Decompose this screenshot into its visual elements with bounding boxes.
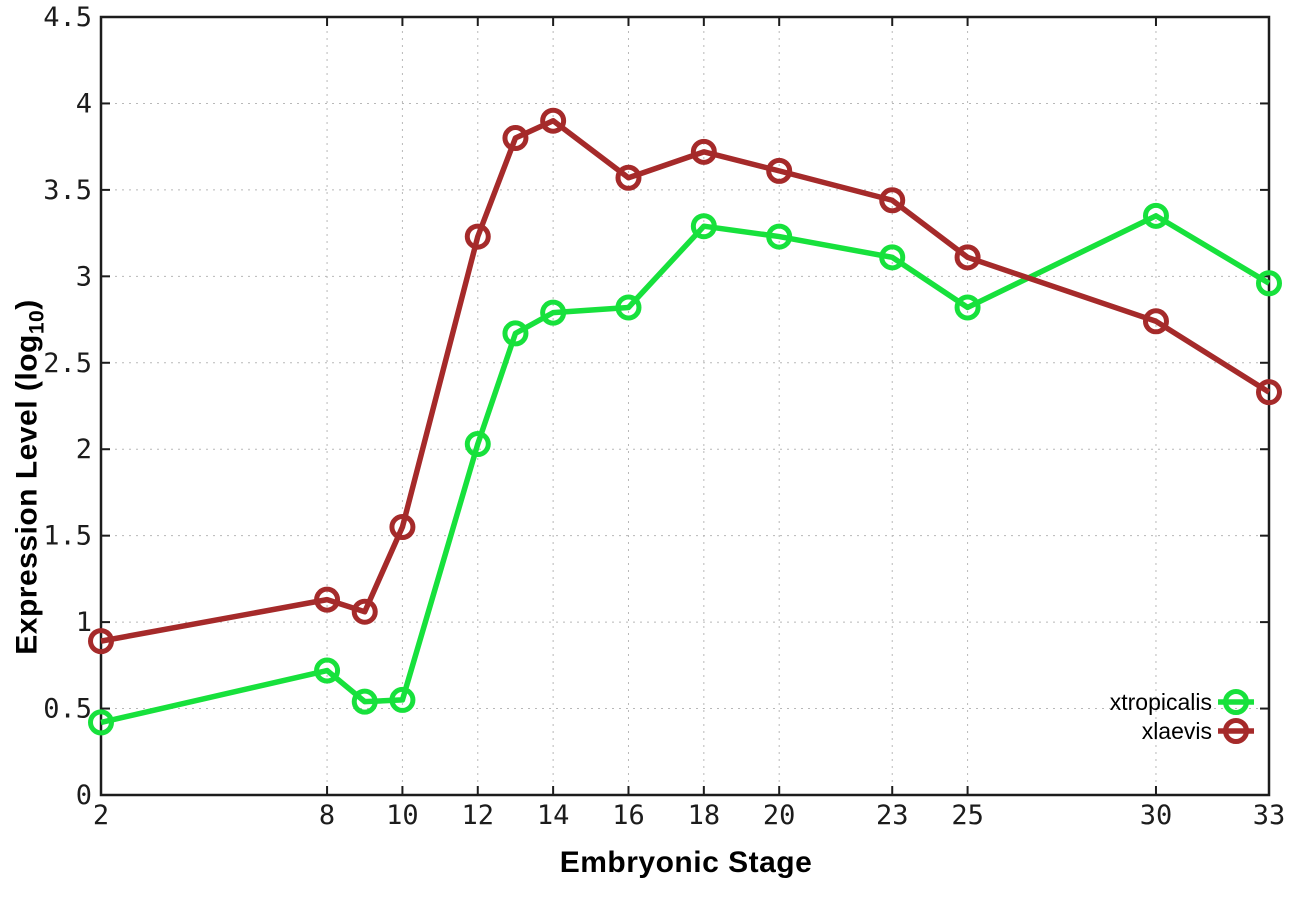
y-tick-label: 1.5 bbox=[43, 521, 92, 552]
series-xlaevis-marker bbox=[464, 223, 491, 250]
series-xlaevis-marker bbox=[954, 244, 981, 271]
x-tick-label: 12 bbox=[462, 800, 495, 831]
x-tick-label: 16 bbox=[612, 800, 645, 831]
x-tick-label: 25 bbox=[951, 800, 984, 831]
x-tick-labels: 2 8 10 12 14 16 18 20 23 25 30 33 bbox=[93, 800, 1285, 831]
x-tick-label: 8 bbox=[319, 800, 335, 831]
y-tick-label: 3.5 bbox=[43, 175, 92, 206]
series-xlaevis-marker bbox=[389, 514, 416, 541]
series-xtropicalis-marker bbox=[88, 709, 114, 736]
y-tick-label: 4.5 bbox=[43, 2, 92, 33]
series-xtropicalis-marker bbox=[502, 320, 529, 347]
legend: xtropicalis xlaevis bbox=[1110, 689, 1254, 744]
series-xtropicalis-marker bbox=[954, 294, 981, 321]
series-xlaevis bbox=[88, 107, 1282, 655]
series-xtropicalis-line bbox=[100, 213, 1271, 726]
series-xlaevis-marker bbox=[879, 187, 906, 214]
x-tick-label: 30 bbox=[1140, 800, 1173, 831]
series-xlaevis-marker bbox=[314, 586, 341, 613]
y-tick-label: 0.5 bbox=[43, 694, 92, 725]
x-tick-label: 14 bbox=[537, 800, 570, 831]
legend-label-xtropicalis: xtropicalis bbox=[1110, 689, 1212, 715]
x-tick-label: 23 bbox=[876, 800, 909, 831]
series-xlaevis-marker bbox=[351, 598, 378, 625]
y-axis-title: Expression Level (log10) bbox=[11, 299, 50, 654]
series-xlaevis-marker bbox=[1256, 379, 1282, 406]
x-tick-label: 10 bbox=[386, 800, 419, 831]
series-xtropicalis-marker bbox=[351, 688, 378, 715]
plot-border bbox=[99, 15, 1271, 797]
legend-label-xlaevis: xlaevis bbox=[1142, 718, 1212, 744]
series-xtropicalis-marker bbox=[464, 431, 491, 458]
series-xlaevis-marker bbox=[502, 125, 529, 152]
series-xlaevis-marker bbox=[88, 628, 114, 655]
y-tick-label: 2.5 bbox=[43, 348, 92, 379]
series-xlaevis-line bbox=[100, 117, 1271, 644]
grid-lines bbox=[101, 17, 1269, 795]
series-xtropicalis-marker bbox=[879, 244, 906, 271]
series-xlaevis-marker bbox=[540, 107, 567, 134]
x-tick-label: 20 bbox=[763, 800, 796, 831]
y-tick-labels: 0 0.5 1 1.5 2 2.5 3 3.5 4 4.5 bbox=[43, 2, 92, 811]
x-axis-title: Embryonic Stage bbox=[559, 846, 813, 879]
y-tick-label: 2 bbox=[76, 434, 92, 465]
series-xlaevis-marker bbox=[1142, 308, 1169, 335]
y-tick-label: 0 bbox=[76, 780, 92, 811]
y-tick-label: 1 bbox=[76, 607, 92, 638]
series-xtropicalis-marker bbox=[1256, 270, 1282, 297]
series-xtropicalis-marker bbox=[389, 686, 416, 713]
series-xlaevis-marker bbox=[766, 157, 793, 184]
series-xtropicalis-marker bbox=[690, 213, 717, 240]
y-tick-label: 4 bbox=[76, 88, 92, 119]
legend-marker-xtropicalis bbox=[1223, 689, 1249, 715]
tick-marks bbox=[100, 16, 1270, 796]
series-xtropicalis-marker bbox=[1142, 202, 1169, 229]
y-axis-title-end: ) bbox=[10, 299, 44, 310]
series-xtropicalis bbox=[88, 202, 1282, 736]
series-xtropicalis-marker bbox=[615, 294, 642, 321]
y-tick-label: 3 bbox=[76, 261, 92, 292]
series-xtropicalis-marker bbox=[540, 299, 567, 326]
series-xlaevis-marker bbox=[690, 138, 717, 165]
y-axis-title-main: Expression Level (log bbox=[10, 334, 44, 655]
legend-marker-xlaevis bbox=[1223, 718, 1249, 744]
series-xlaevis-marker bbox=[615, 164, 642, 191]
series-xtropicalis-marker bbox=[314, 657, 341, 684]
x-tick-label: 18 bbox=[688, 800, 721, 831]
series-xtropicalis-marker bbox=[766, 223, 793, 250]
y-axis-title-subscript: 10 bbox=[25, 309, 49, 335]
x-tick-label: 2 bbox=[93, 800, 109, 831]
x-tick-label: 33 bbox=[1253, 800, 1286, 831]
